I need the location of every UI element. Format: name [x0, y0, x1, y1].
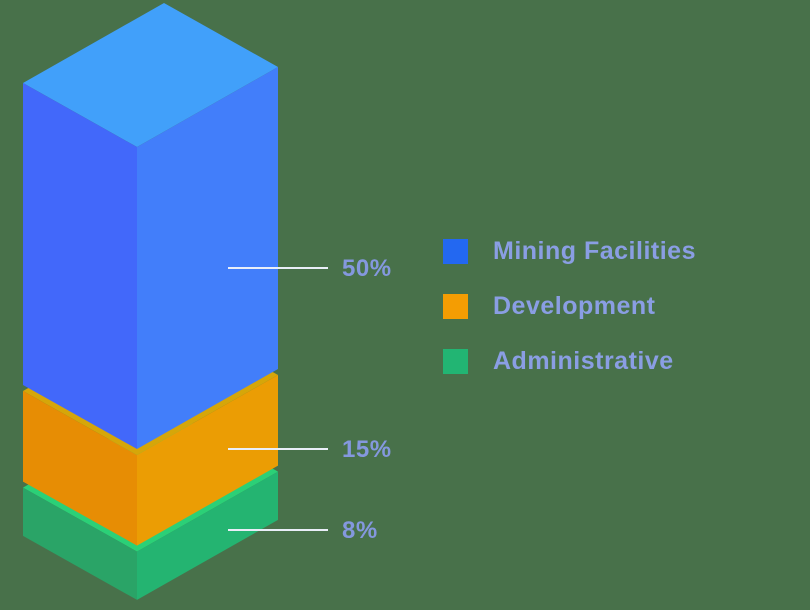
- legend-label-administrative: Administrative: [493, 347, 674, 375]
- value-label-mining-facilities: 50%: [342, 255, 392, 282]
- segment-development-left-face: [23, 391, 137, 546]
- segment-development-right-face: [137, 375, 278, 546]
- legend-swatch-mining-facilities: [443, 239, 468, 264]
- legend-swatch-administrative: [443, 349, 468, 374]
- segment-mining-facilities-top-face: [23, 3, 278, 147]
- segment-mining-facilities: [23, 3, 278, 449]
- segment-mining-facilities-right-face: [137, 67, 278, 449]
- legend-item-mining-facilities: Mining Facilities: [443, 237, 696, 265]
- segment-administrative-right-face: [137, 471, 278, 600]
- legend-label-development: Development: [493, 292, 656, 320]
- segment-administrative-left-face: [23, 487, 137, 600]
- legend-item-development: Development: [443, 292, 696, 320]
- legend: Mining Facilities Development Administra…: [443, 237, 696, 375]
- legend-swatch-development: [443, 294, 468, 319]
- segment-mining-facilities-left-face: [23, 83, 137, 449]
- value-label-administrative: 8%: [342, 517, 378, 544]
- legend-item-administrative: Administrative: [443, 347, 696, 375]
- legend-label-mining-facilities: Mining Facilities: [493, 237, 696, 265]
- value-label-development: 15%: [342, 436, 392, 463]
